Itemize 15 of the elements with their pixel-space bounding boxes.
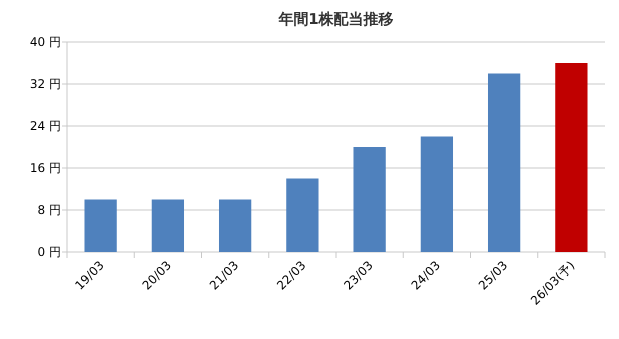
bar — [218, 200, 252, 252]
bar — [420, 136, 454, 252]
y-tick-label: 16 円 — [30, 161, 61, 175]
y-tick-label: 24 円 — [30, 119, 61, 133]
bar — [286, 178, 319, 252]
y-tick-label: 0 円 — [38, 245, 61, 259]
bar — [353, 147, 386, 252]
chart-title: 年間1株配当推移 — [277, 10, 394, 28]
bar — [84, 200, 117, 252]
bar — [555, 63, 588, 252]
bar — [488, 74, 520, 252]
y-tick-label: 32 円 — [30, 77, 61, 91]
bar — [152, 200, 184, 252]
y-tick-label: 40 円 — [30, 35, 61, 49]
y-tick-label: 8 円 — [38, 203, 61, 217]
